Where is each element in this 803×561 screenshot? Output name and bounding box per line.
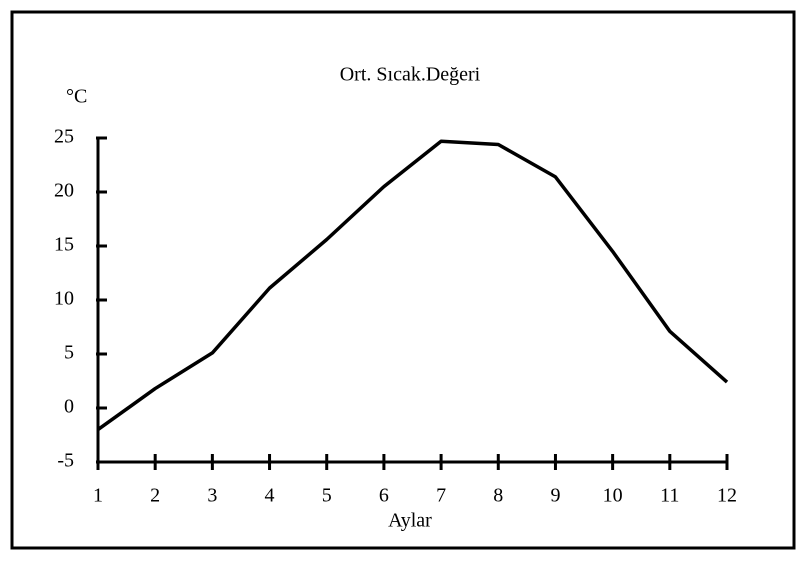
x-tick-label: 12 [717,485,737,507]
y-tick-label: -5 [57,450,74,472]
x-tick-label: 1 [93,485,103,507]
x-tick-label: 11 [660,485,679,507]
x-tick-label: 5 [322,485,332,507]
y-tick-label: 0 [64,396,74,418]
x-tick-label: 10 [603,485,623,507]
y-tick-label: 20 [54,180,74,202]
x-tick-label: 8 [493,485,503,507]
y-tick-label: 25 [54,126,74,148]
frame [10,10,796,550]
x-tick-label: 4 [265,485,275,507]
y-axis-label: °C [66,86,87,108]
y-tick-label: 5 [64,342,74,364]
x-tick-label: 7 [436,485,446,507]
x-tick-label: 2 [150,485,160,507]
x-axis-label: Aylar [388,510,432,532]
y-tick-label: 15 [54,234,74,256]
y-tick-label: 10 [54,288,74,310]
x-tick-label: 6 [379,485,389,507]
x-tick-label: 3 [207,485,217,507]
line [96,139,729,432]
x-tick-label: 9 [550,485,560,507]
chart-title: Ort. Sıcak.Değeri [340,64,481,86]
